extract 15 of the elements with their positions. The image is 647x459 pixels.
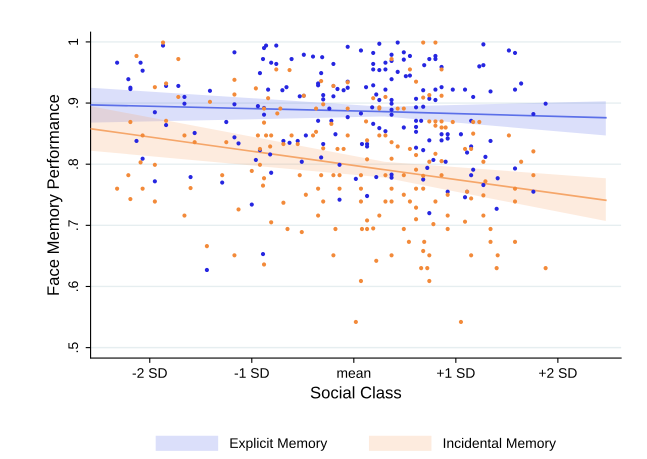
y-tick-label: 1 bbox=[68, 38, 78, 45]
x-tick-label: +2 SD bbox=[539, 368, 577, 378]
y-tick-label: .9 bbox=[68, 98, 78, 108]
x-tick-label: -1 SD bbox=[234, 368, 269, 378]
x-tick-label: mean bbox=[337, 370, 370, 378]
y-tick-label: .8 bbox=[68, 159, 78, 169]
legend-label: Incidental Memory bbox=[444, 438, 556, 451]
x-tick-label: +1 SD bbox=[437, 368, 475, 378]
y-tick-label: .6 bbox=[68, 281, 78, 292]
y-axis-title: Face Memory Performance bbox=[46, 94, 62, 295]
x-axis-title: Social Class bbox=[310, 386, 402, 398]
legend-label: Explicit Memory bbox=[230, 438, 328, 451]
y-tick-label: .5 bbox=[68, 342, 78, 352]
x-tick-label: -2 SD bbox=[132, 368, 167, 378]
y-tick-label: .7 bbox=[68, 220, 78, 230]
